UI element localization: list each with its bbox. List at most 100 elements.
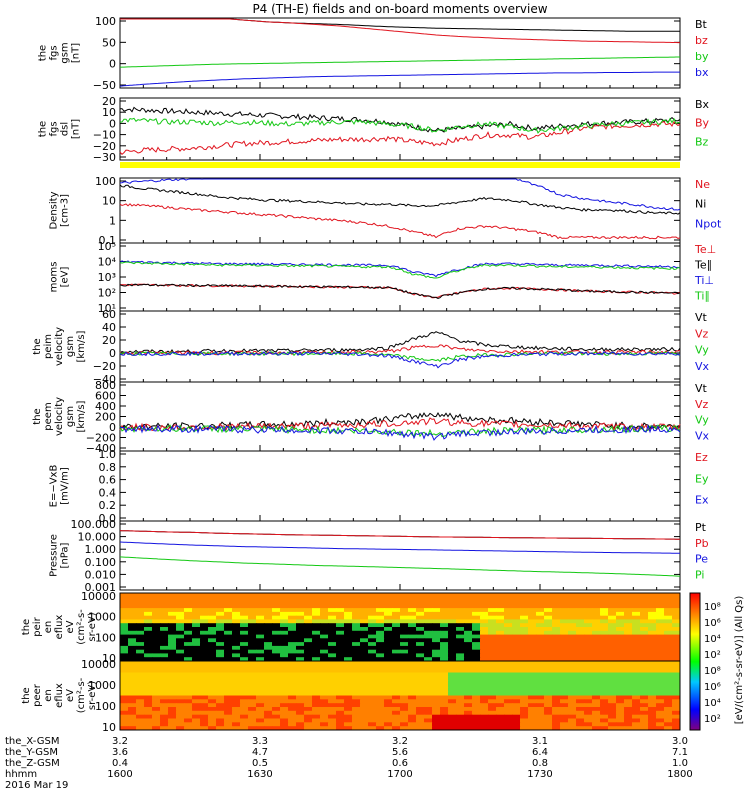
heatmap-cell [264,714,273,719]
y-axis-label: fgs [49,121,60,136]
heatmap-cell [672,680,681,685]
heatmap-cell [176,726,185,731]
heatmap-cell [232,593,241,598]
heatmap-cell [152,722,161,727]
heatmap-cell [152,596,161,602]
heatmap-cell [152,604,161,609]
heatmap-cell [136,707,145,712]
heatmap-cell [224,649,233,654]
heatmap-cell [496,611,505,617]
heatmap-cell [656,653,665,658]
heatmap-cell [432,657,441,662]
heatmap-cell [640,710,649,716]
heatmap-cell [376,664,385,670]
heatmap-cell [488,653,497,658]
heatmap-cell [288,619,297,624]
heatmap-cell [400,615,409,620]
x-row-label: hhmm [5,769,37,780]
heatmap-cell [528,676,537,681]
heatmap-cell [408,722,417,727]
heatmap-cell [648,623,657,628]
heatmap-cell [320,596,329,602]
heatmap-cell [208,710,217,716]
heatmap-cell [512,714,521,719]
heatmap-cell [336,611,345,617]
heatmap-cell [672,661,681,666]
heatmap-cell [336,718,345,723]
heatmap-cell [168,703,177,708]
series-te⊥-line [119,283,681,299]
y-tick-label: −10 [93,129,116,142]
heatmap-cell [632,608,641,613]
heatmap-cell [192,645,201,651]
heatmap-cell [632,630,641,636]
heatmap-cell [344,623,353,628]
heatmap-cell [352,668,361,673]
heatmap-cell [304,649,313,654]
heatmap-cell [288,672,297,677]
heatmap-cell [464,722,473,727]
heatmap-cell [512,604,521,609]
heatmap-cell [240,722,249,727]
heatmap-cell [336,707,345,712]
heatmap-cell [600,699,609,704]
heatmap-cell [376,645,385,651]
heatmap-cell [360,722,369,727]
heatmap-cell [584,714,593,719]
heatmap-cell [176,672,185,677]
heatmap-cell [504,726,513,731]
heatmap-cell [288,593,297,598]
heatmap-cell [560,680,569,685]
heatmap-cell [672,687,681,693]
heatmap-cell [544,668,553,673]
heatmap-cell [224,653,233,658]
heatmap-cell [536,615,545,620]
heatmap-cell [392,699,401,704]
heatmap-cell [144,661,153,666]
y-axis-label: the [38,45,49,61]
heatmap-cell [296,593,305,598]
heatmap-cell [576,699,585,704]
heatmap-cell [272,593,281,598]
heatmap-cell [656,615,665,620]
heatmap-cell [208,680,217,685]
heatmap-cell [312,687,321,693]
heatmap-cell [144,593,153,598]
heatmap-cell [192,722,201,727]
heatmap-cell [640,593,649,598]
heatmap-cell [408,699,417,704]
heatmap-cell [256,657,265,662]
heatmap-cell [376,600,385,605]
heatmap-cell [528,710,537,716]
heatmap-cell [240,661,249,666]
heatmap-cell [296,649,305,654]
heatmap-cell [144,649,153,654]
heatmap-cell [568,691,577,696]
heatmap-cell [552,726,561,731]
heatmap-cell [520,714,529,719]
heatmap-cell [120,680,129,685]
heatmap-cell [384,687,393,693]
heatmap-cell [264,710,273,716]
heatmap-cell [408,593,417,598]
heatmap-cell [616,695,625,700]
heatmap-cell [400,676,409,681]
heatmap-cell [448,642,457,647]
series-bt-line [120,18,680,32]
heatmap-cell [368,619,377,624]
heatmap-cell [264,634,273,639]
heatmap-cell [552,627,561,632]
heatmap-cell [616,649,625,654]
legend-pb: Pb [695,537,709,550]
heatmap-cell [232,707,241,712]
heatmap-cell [256,684,265,689]
heatmap-cell [456,619,465,624]
heatmap-cell [560,687,569,693]
heatmap-cell [504,668,513,673]
heatmap-cell [176,691,185,696]
heatmap-cell [592,710,601,716]
heatmap-cell [592,664,601,670]
heatmap-cell [640,596,649,602]
heatmap-cell [120,608,129,613]
heatmap-cell [512,596,521,602]
